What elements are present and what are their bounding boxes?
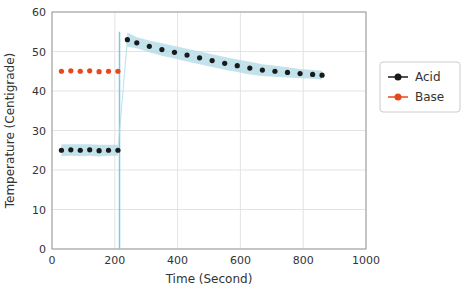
legend-marker: [395, 94, 402, 101]
y-grid-line: [52, 209, 366, 210]
data-point: [97, 148, 102, 153]
data-point: [106, 148, 111, 153]
data-point: [68, 147, 73, 152]
data-point: [197, 55, 202, 60]
plot-frame: [52, 12, 366, 249]
data-point: [115, 148, 120, 153]
data-point: [115, 69, 120, 74]
y-tick-label: 20: [32, 164, 46, 177]
x-tick-label: 800: [293, 254, 314, 267]
data-point: [134, 40, 139, 45]
y-tick-label: 40: [32, 85, 46, 98]
x-tick-label: 0: [49, 254, 56, 267]
confidence-band: [61, 33, 322, 157]
data-point: [247, 65, 252, 70]
data-point: [147, 44, 152, 49]
data-point: [184, 52, 189, 57]
data-point: [97, 69, 102, 74]
x-tick-label: 1000: [352, 254, 380, 267]
data-point: [235, 63, 240, 68]
y-tick-label: 30: [32, 125, 46, 138]
data-point: [222, 61, 227, 66]
legend-label: Acid: [415, 70, 441, 84]
data-point: [310, 72, 315, 77]
chart-container: 0 200 400 600 800 1000 0 10 20 30 40 50 60 Time (Seco…: [0, 0, 474, 291]
y-axis-label: Temperature (Centigrade): [3, 53, 17, 210]
y-grid-line: [52, 91, 366, 92]
data-point: [210, 58, 215, 63]
data-point: [159, 47, 164, 52]
y-tick-label: 60: [32, 6, 46, 19]
data-point: [285, 70, 290, 75]
series-points: [59, 37, 325, 153]
data-point: [125, 37, 130, 42]
data-point: [172, 50, 177, 55]
legend-marker: [395, 74, 402, 81]
grid: [52, 12, 366, 249]
x-tick-label: 200: [104, 254, 125, 267]
y-grid-line: [52, 170, 366, 171]
y-tick-label: 50: [32, 46, 46, 59]
data-point: [68, 68, 73, 73]
data-point: [106, 69, 111, 74]
data-point: [59, 69, 64, 74]
x-tick-label: 400: [167, 254, 188, 267]
legend-label: Base: [415, 90, 444, 104]
x-axis-label: Time (Second): [165, 272, 253, 286]
data-point: [78, 69, 83, 74]
data-point: [260, 67, 265, 72]
data-group: [59, 32, 325, 249]
x-tick-label: 600: [230, 254, 251, 267]
data-point: [319, 73, 324, 78]
y-tick-label: 0: [39, 243, 46, 256]
y-grid-line: [52, 130, 366, 131]
data-point: [87, 147, 92, 152]
chart-svg: 0 200 400 600 800 1000 0 10 20 30 40 50 60 Time (Seco…: [0, 0, 474, 291]
y-grid-line: [52, 51, 366, 52]
y-tick-label: 10: [32, 204, 46, 217]
legend-box: [380, 62, 460, 112]
data-point: [297, 71, 302, 76]
data-point: [272, 69, 277, 74]
series-points: [59, 68, 121, 74]
legend: Acid Base: [380, 62, 460, 112]
data-point: [87, 68, 92, 73]
data-point: [59, 148, 64, 153]
data-point: [78, 148, 83, 153]
